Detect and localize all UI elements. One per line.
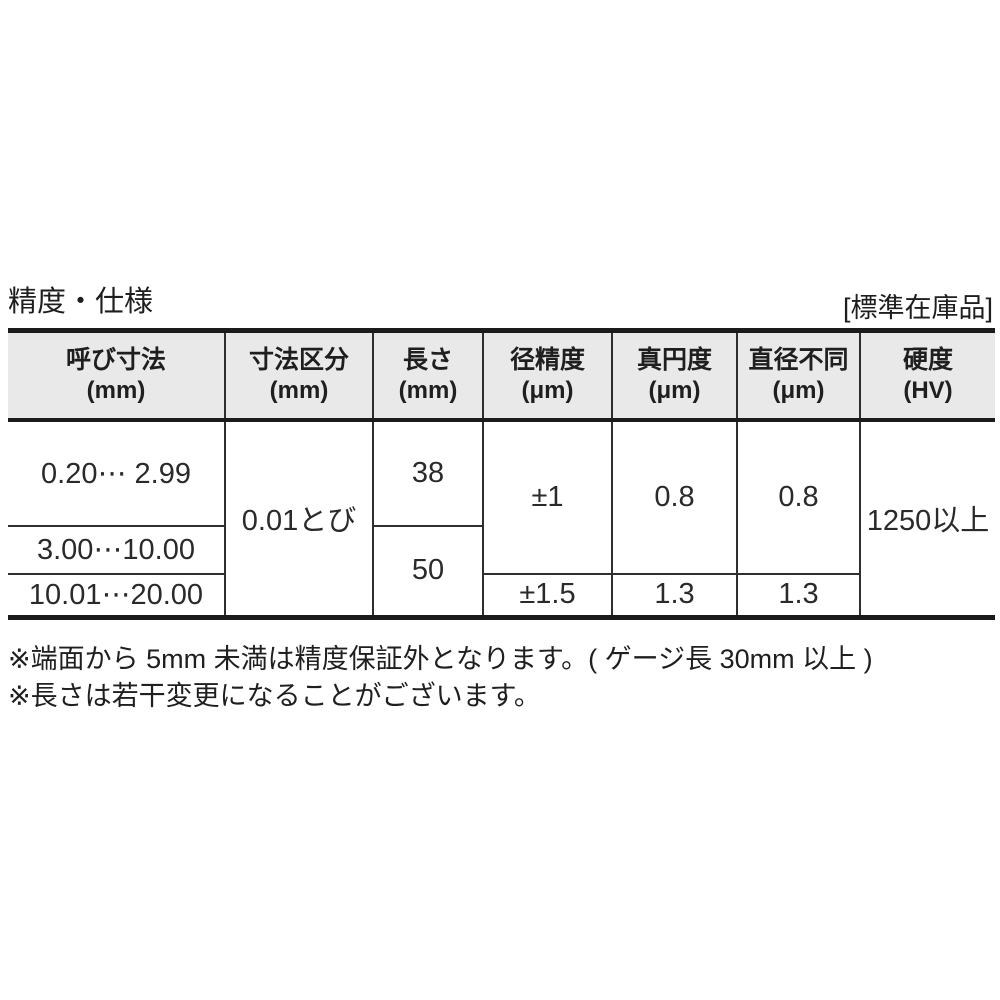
header-roundness-unit: (μm) <box>648 377 701 405</box>
footnote-length-change: ※長さは若干変更になることがございます。 <box>8 681 541 711</box>
header-hardness-unit: (HV) <box>903 377 953 405</box>
cell-diameter-variation-1: 0.8 <box>736 419 860 574</box>
header-size-increment-unit: (mm) <box>269 377 329 405</box>
stock-status-label: [標準在庫品] <box>842 293 993 323</box>
footnote-accuracy-guarantee: ※端面から 5mm 未満は精度保証外となります。( ゲージ長 30mm 以上 ) <box>8 644 873 674</box>
cell-nominal-range-3: 10.01⋯20.00 <box>8 572 225 618</box>
cell-diameter-accuracy-2: ±1.5 <box>482 572 612 618</box>
cell-diameter-accuracy-1: ±1 <box>482 419 612 574</box>
cell-hardness: 1250以上 <box>859 419 995 618</box>
header-size-increment-label: 寸法区分 <box>248 346 349 375</box>
header-diameter-variation: 直径不同 (μm) <box>736 330 860 422</box>
cell-length-38: 38 <box>372 419 483 526</box>
header-length: 長さ (mm) <box>372 330 483 422</box>
cell-length-50: 50 <box>372 524 483 618</box>
footnotes: ※端面から 5mm 未満は精度保証外となります。( ゲージ長 30mm 以上 )… <box>8 641 873 715</box>
cell-nominal-range-1: 0.20⋯ 2.99 <box>8 419 225 526</box>
cell-diameter-variation-2: 1.3 <box>736 572 860 618</box>
header-roundness: 真円度 (μm) <box>611 330 737 422</box>
header-nominal-size: 呼び寸法 (mm) <box>8 330 225 422</box>
table-row: 3.00⋯10.00 50 <box>8 524 995 618</box>
header-length-unit: (mm) <box>398 377 458 405</box>
header-hardness: 硬度 (HV) <box>859 330 995 422</box>
header-diameter-accuracy-label: 径精度 <box>509 346 585 375</box>
header-nominal-size-label: 呼び寸法 <box>65 346 166 375</box>
cell-nominal-range-2: 3.00⋯10.00 <box>8 524 225 574</box>
cell-roundness-2: 1.3 <box>611 572 737 618</box>
cell-size-increment: 0.01とび <box>224 419 373 618</box>
header-length-label: 長さ <box>402 346 453 375</box>
header-hardness-label: 硬度 <box>902 346 953 375</box>
table-row: 0.20⋯ 2.99 0.01とび 38 ±1 0.8 0.8 1250以上 <box>8 419 995 618</box>
header-diameter-accuracy-unit: (μm) <box>521 377 574 405</box>
header-size-increment: 寸法区分 (mm) <box>224 330 373 422</box>
header-diameter-variation-label: 直径不同 <box>748 346 849 375</box>
header-diameter-variation-unit: (μm) <box>772 377 825 405</box>
cell-roundness-1: 0.8 <box>611 419 737 574</box>
table-row: 10.01⋯20.00 ±1.5 1.3 1.3 <box>8 572 995 618</box>
spec-table: 呼び寸法 (mm) 寸法区分 (mm) 長さ (mm) 径精度 (μm) 真円度 <box>8 328 995 620</box>
header-nominal-size-unit: (mm) <box>86 377 146 405</box>
header-diameter-accuracy: 径精度 (μm) <box>482 330 612 422</box>
page-title: 精度・仕様 <box>8 286 154 318</box>
header-row: 呼び寸法 (mm) 寸法区分 (mm) 長さ (mm) 径精度 (μm) 真円度 <box>8 330 995 422</box>
header-roundness-label: 真円度 <box>636 346 712 375</box>
